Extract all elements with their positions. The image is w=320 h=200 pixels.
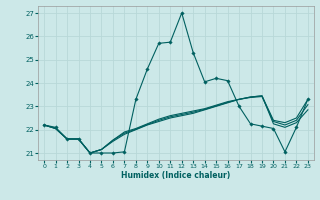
X-axis label: Humidex (Indice chaleur): Humidex (Indice chaleur) bbox=[121, 171, 231, 180]
